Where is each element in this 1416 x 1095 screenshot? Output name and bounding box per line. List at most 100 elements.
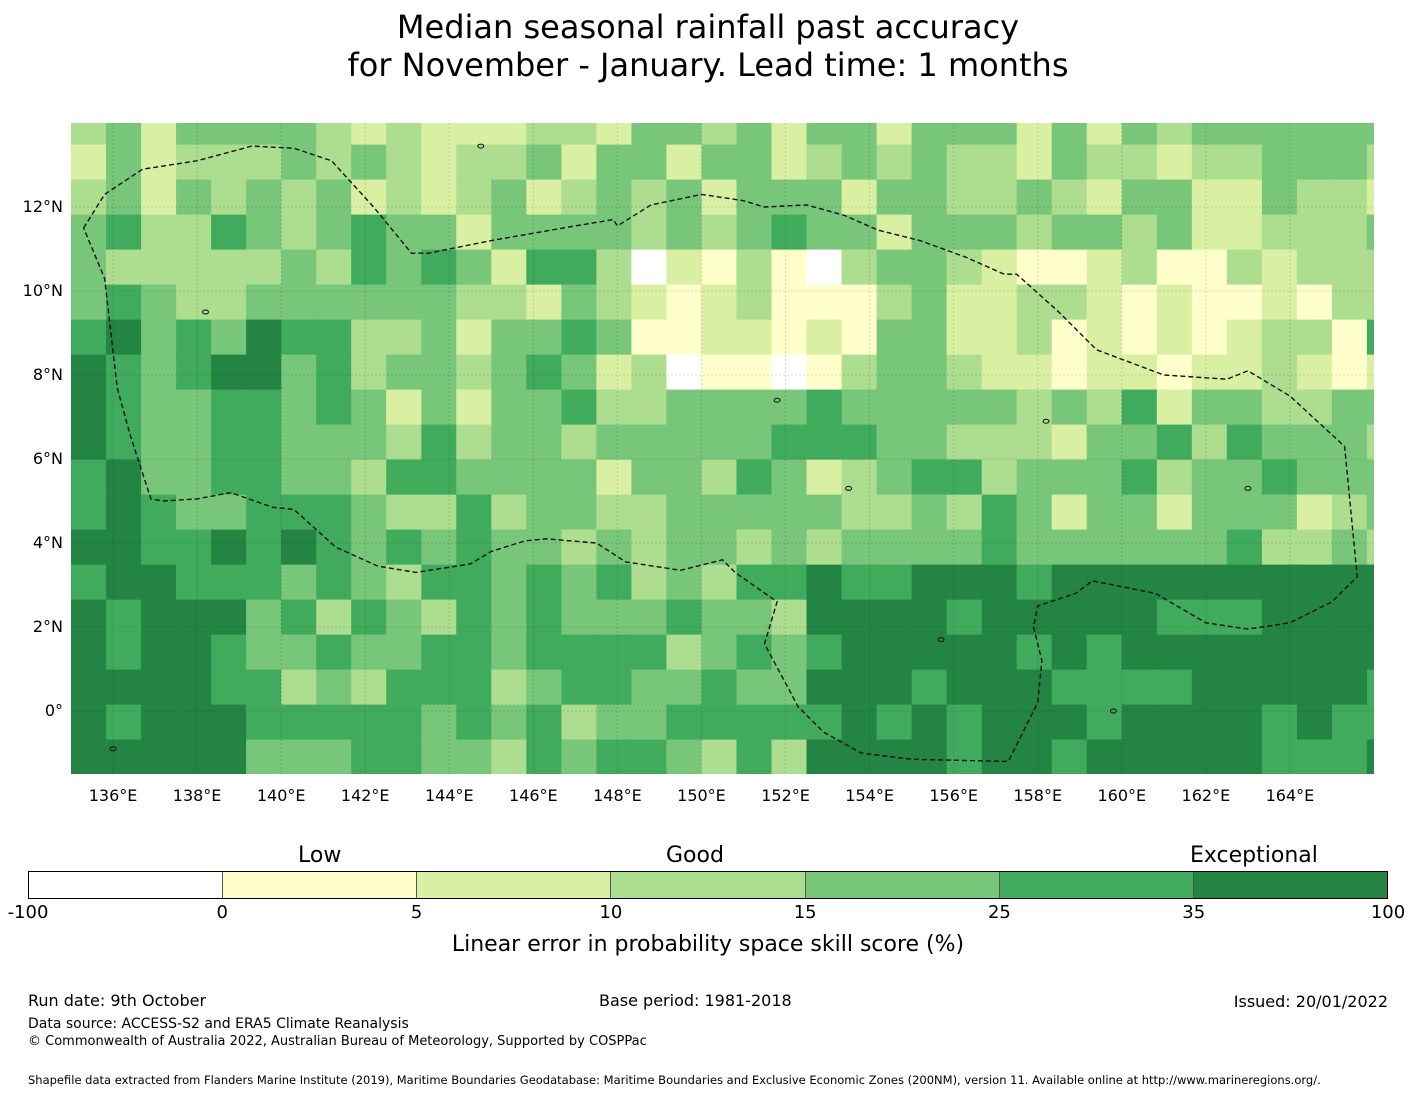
run-date: Run date: 9th October <box>28 991 207 1010</box>
grid-cell <box>1261 284 1298 320</box>
grid-cell <box>106 389 142 425</box>
grid-cell <box>1086 634 1123 670</box>
grid-cell <box>491 319 527 355</box>
grid-cell <box>421 704 457 740</box>
grid-cell <box>176 704 212 740</box>
grid-cell <box>1121 144 1158 180</box>
grid-cell <box>1366 424 1374 460</box>
grid-cell <box>1121 564 1158 600</box>
grid-cell <box>1191 123 1228 145</box>
island-outline <box>1109 708 1117 714</box>
grid-cell <box>141 249 177 285</box>
grid-cell <box>491 739 527 774</box>
grid-cell <box>911 634 948 670</box>
grid-cell <box>1086 284 1123 320</box>
colorbar-segment <box>804 872 999 898</box>
grid-cell <box>1331 739 1368 774</box>
grid-cell <box>841 354 878 390</box>
grid-cell <box>1261 249 1298 285</box>
grid-cell <box>841 144 878 180</box>
grid-cell <box>701 529 738 565</box>
grid-cell <box>1156 179 1193 215</box>
grid-cell <box>1121 389 1158 425</box>
grid-cell <box>491 123 527 145</box>
grid-cell <box>701 214 738 250</box>
grid-cell <box>841 669 878 705</box>
grid-cell <box>1051 669 1088 705</box>
grid-cell <box>1156 494 1193 530</box>
grid-cell <box>526 669 562 705</box>
grid-cell <box>666 494 702 530</box>
grid-cell <box>456 424 492 460</box>
grid-cell <box>666 214 702 250</box>
grid-cell <box>806 459 843 495</box>
grid-cell <box>701 704 738 740</box>
grid-cell <box>631 249 667 285</box>
grid-cell <box>106 494 142 530</box>
grid-cell <box>281 284 317 320</box>
grid-cell <box>1051 494 1088 530</box>
grid-cell <box>1226 739 1263 774</box>
grid-cell <box>736 599 773 635</box>
grid-cell <box>1086 739 1123 774</box>
grid-cell <box>1331 123 1368 145</box>
grid-cell <box>561 354 597 390</box>
grid-cell <box>526 123 562 145</box>
grid-cell <box>491 249 527 285</box>
grid-cell <box>1296 599 1333 635</box>
grid-cell <box>701 634 738 670</box>
colorbar-segment <box>998 872 1193 898</box>
longitude-label: 136°E <box>88 786 138 805</box>
grid-cell <box>526 529 562 565</box>
grid-cell <box>316 249 352 285</box>
grid-cell <box>736 179 773 215</box>
grid-cell <box>1226 494 1263 530</box>
grid-cell <box>666 529 702 565</box>
grid-cell <box>1226 669 1263 705</box>
grid-cell <box>386 179 422 215</box>
grid-cell <box>176 123 212 145</box>
grid-cell <box>701 564 738 600</box>
grid-cell <box>386 599 422 635</box>
grid-cell <box>771 214 808 250</box>
island-outline <box>845 485 853 491</box>
grid-cell <box>561 144 597 180</box>
grid-cell <box>981 739 1018 774</box>
grid-cell <box>316 354 352 390</box>
grid-cell <box>71 599 107 635</box>
grid-cell <box>1156 214 1193 250</box>
grid-cell <box>491 529 527 565</box>
grid-cell <box>1226 529 1263 565</box>
grid-cell <box>1156 123 1193 145</box>
grid-cell <box>491 214 527 250</box>
grid-cell <box>876 669 913 705</box>
grid-cell <box>1051 354 1088 390</box>
grid-cell <box>351 669 387 705</box>
colorbar-tick-label: 35 <box>1182 902 1206 923</box>
grid-cell <box>946 599 983 635</box>
grid-cell <box>491 494 527 530</box>
grid-cell <box>106 284 142 320</box>
grid-cell <box>1331 599 1368 635</box>
grid-cell <box>981 284 1018 320</box>
grid-cell <box>911 564 948 600</box>
grid-cell <box>911 249 948 285</box>
colorbar-tick-label: 0 <box>216 902 228 923</box>
grid-cell <box>351 634 387 670</box>
grid-cell <box>211 249 247 285</box>
grid-cell <box>1331 424 1368 460</box>
grid-cell <box>701 249 738 285</box>
grid-cell <box>876 634 913 670</box>
shapefile-credit: Shapefile data extracted from Flanders M… <box>28 1073 1321 1087</box>
grid-cell <box>1016 459 1053 495</box>
grid-cell <box>386 529 422 565</box>
grid-cell <box>736 669 773 705</box>
grid-cell <box>1051 599 1088 635</box>
grid-cell <box>316 389 352 425</box>
grid-cell <box>1086 704 1123 740</box>
grid-cell <box>876 459 913 495</box>
grid-cell <box>771 144 808 180</box>
grid-cell <box>1121 123 1158 145</box>
grid-cell <box>106 739 142 774</box>
grid-cell <box>911 599 948 635</box>
